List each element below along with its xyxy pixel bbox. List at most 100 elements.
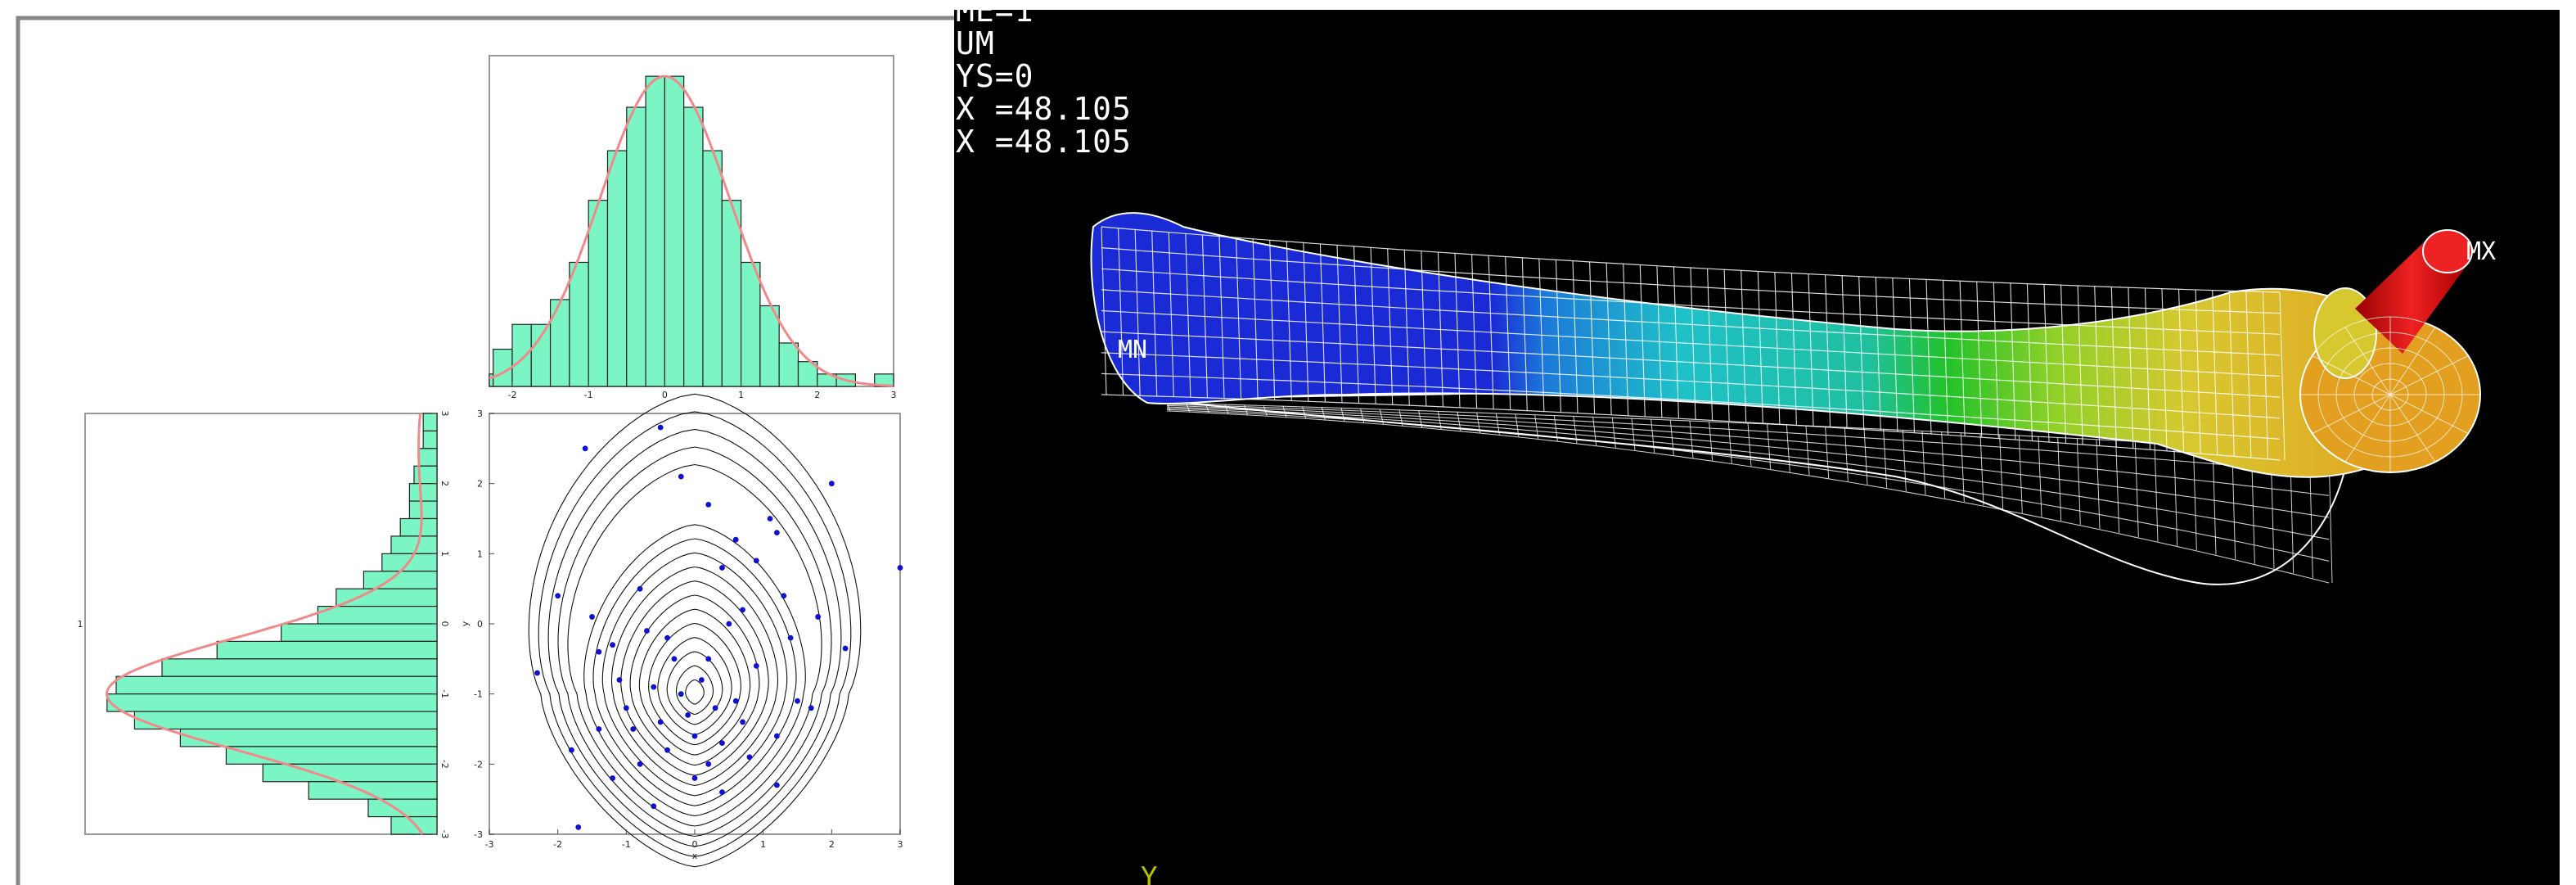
mesh-transverse-line (1572, 260, 1578, 413)
mesh-lower-transverse-line (2115, 440, 2120, 534)
density-contours (528, 393, 862, 868)
femoral-head-mesh-spoke (2344, 394, 2391, 463)
scatter-point (726, 621, 732, 627)
scatter-point (610, 775, 615, 781)
top-histogram-bar (530, 323, 552, 387)
mesh-transverse-line (2043, 284, 2050, 442)
mesh-transverse-line (1673, 266, 1679, 418)
mesh-lower-transverse-line (1515, 413, 1520, 437)
mesh-lower-transverse-line (2038, 436, 2042, 517)
scatter-point (897, 565, 903, 571)
left-histogram-bar (413, 465, 438, 485)
mesh-transverse-line (1505, 256, 1511, 410)
femoral-head-mesh-spoke (2389, 355, 2469, 395)
scatter-point (657, 719, 664, 725)
mesh-transverse-line (1690, 267, 1696, 420)
mesh-transverse-line (2178, 289, 2185, 453)
scatter-point (787, 634, 794, 641)
left-histogram-bar (281, 623, 438, 643)
mesh-transverse-line (1218, 236, 1225, 399)
mesh-transverse-line (1589, 261, 1596, 414)
density-contour-line (567, 463, 822, 827)
scatter-point (610, 642, 615, 648)
scatter-point (740, 719, 745, 725)
mesh-transverse-line (2110, 287, 2117, 447)
femoral-head-mesh-spoke (2312, 394, 2391, 434)
mesh-transverse-line (1841, 275, 1848, 428)
mesh-transverse-line (2077, 285, 2083, 445)
scatter-point (712, 705, 718, 711)
mesh-transverse-line (1741, 270, 1747, 422)
top-histogram-bar (606, 150, 628, 387)
left-histogram-tick-label: 1 (439, 551, 450, 557)
top-histogram-tick-label: 2 (814, 390, 820, 400)
mesh-lower-transverse-line (1573, 416, 1578, 444)
scatter-point (719, 740, 725, 747)
left-histogram-bar (115, 675, 438, 695)
scatter-point (828, 481, 835, 487)
mesh-transverse-line (1757, 271, 1763, 423)
density-contour-line (528, 393, 862, 868)
top-histogram-x-ticks: -2 -1 0 1 2 3 (507, 382, 897, 400)
scatter-point (691, 775, 698, 781)
scatter-point (815, 614, 821, 620)
top-histogram-bar (511, 323, 532, 387)
scatter-point (671, 656, 678, 662)
density-contour-line (557, 446, 832, 838)
mesh-transverse-line (1353, 246, 1360, 404)
hud-line-1: ME=1 (956, 10, 1034, 29)
top-histogram-bar (626, 106, 646, 387)
scatter-point (753, 558, 759, 564)
top-histogram-bars (489, 75, 894, 387)
mesh-lower-transverse-line (1340, 408, 1345, 422)
mesh-transverse-line (1437, 252, 1443, 407)
mesh-transverse-line (2094, 286, 2101, 446)
mesh-lower-transverse-line (1224, 404, 1229, 414)
load-pin-cap (2422, 229, 2473, 273)
mesh-transverse-line (1959, 281, 1966, 436)
top-histogram-density-curve (489, 75, 894, 387)
scatter-point (582, 445, 588, 452)
mesh-transverse-line (1236, 237, 1242, 400)
bone-mesh-lower-grid (1166, 402, 2333, 584)
mesh-transverse-line (1269, 240, 1276, 400)
mesh-lower-transverse-line (1205, 404, 1209, 413)
mesh-transverse-line (1790, 273, 1797, 426)
scatter-x-tick-label: -3 (485, 839, 494, 850)
scatter-point (732, 536, 739, 543)
mesh-lower-transverse-line (1379, 409, 1384, 425)
scatter-point (795, 698, 800, 704)
mesh-transverse-line (2212, 290, 2218, 455)
scatter-point (644, 628, 650, 634)
scatter-point (589, 614, 595, 620)
mesh-lower-transverse-line (1902, 430, 1907, 492)
scatter-y-tick-label: -1 (474, 689, 483, 700)
mesh-transverse-line (1605, 263, 1612, 415)
hud-line-3: YS=0 (956, 58, 1034, 94)
femoral-head-mesh (2299, 316, 2481, 473)
mesh-longitudinal-line (1101, 352, 2281, 419)
mesh-transverse-line (1623, 264, 1629, 416)
scatter-point (664, 634, 670, 641)
triad-y-label: Y (1141, 861, 1158, 885)
mesh-transverse-line (1521, 257, 1528, 411)
scatter-point (616, 677, 623, 683)
scatter-x-tick-label: 2 (829, 839, 835, 850)
mesh-lower-longitudinal-line (1166, 406, 2330, 518)
scatter-y-tick-label: -2 (474, 759, 483, 770)
mesh-lower-transverse-line (1244, 404, 1249, 415)
mesh-longitudinal-line (1101, 289, 2281, 356)
left-histogram-bar (399, 517, 438, 537)
scatter-x-tick-label: 1 (760, 839, 766, 850)
scatter-point (719, 565, 725, 571)
mesh-transverse-line (1387, 248, 1394, 405)
min-marker-label: MN (1118, 336, 1147, 364)
fem-viewport[interactable]: MX MN ME=1 UM YS=0 X =48.105 X =48.105 Y (954, 10, 2560, 885)
scatter-point (555, 593, 561, 599)
density-contour-line (610, 566, 779, 786)
left-histogram-tick-label: -2 (439, 760, 450, 769)
mesh-longitudinal-line (1101, 268, 2281, 335)
mesh-transverse-line (1185, 233, 1191, 398)
mesh-lower-transverse-line (1747, 422, 1752, 467)
